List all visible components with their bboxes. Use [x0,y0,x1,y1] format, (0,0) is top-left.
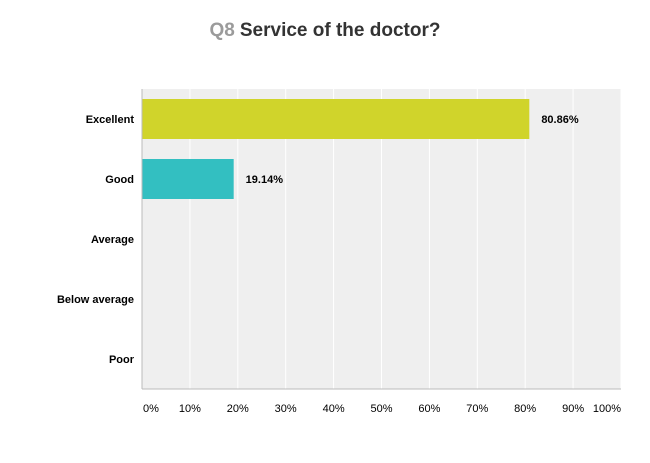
x-tick-label-50: 50% [370,403,392,415]
x-tick-label-30: 30% [275,403,297,415]
x-tick-label-80: 80% [514,403,536,415]
x-tick-label-100: 100% [593,403,621,415]
category-label-below-average: Below average [57,294,134,306]
x-tick-label-40: 40% [323,403,345,415]
bar-good [142,159,234,199]
category-label-good: Good [105,174,134,186]
data-label-excellent: 80.86% [541,114,579,126]
question-text: Service of the doctor? [239,20,441,41]
x-tick-label-10: 10% [179,403,201,415]
question-number: Q8 [209,20,235,41]
chart-title: Q8 Service of the doctor? [0,20,650,42]
x-tick-label-0: 0% [143,403,159,415]
category-label-excellent: Excellent [86,114,135,126]
x-tick-label-20: 20% [227,403,249,415]
x-tick-label-90: 90% [562,403,584,415]
data-label-good: 19.14% [246,174,284,186]
x-tick-label-60: 60% [418,403,440,415]
category-label-poor: Poor [109,354,135,366]
bar-excellent [142,99,530,139]
x-tick-label-70: 70% [466,403,488,415]
category-label-average: Average [91,234,134,246]
